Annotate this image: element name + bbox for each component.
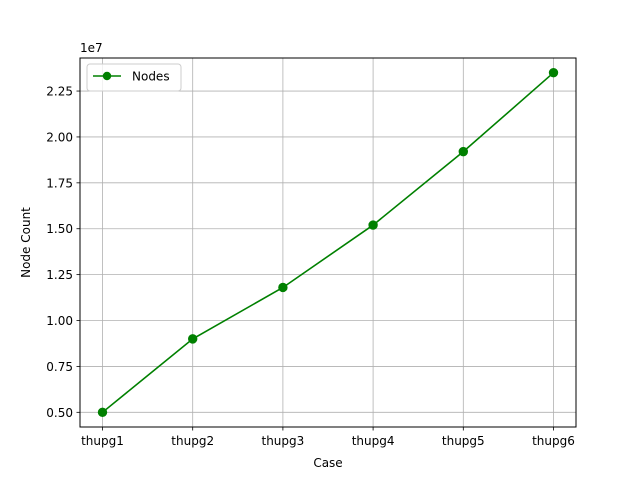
y-tick-label: 1.75 [46, 176, 73, 190]
y-offset-label: 1e7 [80, 41, 103, 55]
data-point [548, 67, 559, 78]
plot-frame [79, 57, 577, 428]
data-point [368, 220, 378, 230]
y-tick-label: 0.50 [46, 406, 73, 420]
x-axis-label: Case [313, 456, 342, 470]
grid-lines [80, 58, 576, 427]
y-tick-label: 2.25 [46, 85, 73, 99]
legend-label-nodes: Nodes [132, 70, 170, 84]
legend-marker-swatch [102, 71, 112, 81]
legend-box [86, 63, 182, 92]
x-tick-label: thupg6 [532, 434, 575, 448]
x-tick-label: thupg5 [442, 434, 485, 448]
legend: Nodes [86, 63, 182, 92]
y-axis-label: Node Count [19, 207, 33, 278]
y-axis-ticks: 0.50 0.75 1.00 1.25 1.50 1.75 2.00 2.25 [46, 85, 80, 420]
series-line-nodes [101, 72, 555, 413]
x-axis-ticks: thupg1 thupg2 thupg3 thupg4 thupg5 thupg6 [81, 427, 575, 448]
y-tick-label: 1.50 [46, 222, 73, 236]
y-tick-label: 0.75 [46, 360, 73, 374]
series-layer [97, 67, 559, 418]
x-tick-label: thupg2 [171, 434, 214, 448]
y-tick-label: 1.00 [46, 314, 73, 328]
y-tick-label: 2.00 [46, 130, 73, 144]
x-tick-label: thupg4 [352, 434, 395, 448]
data-point [278, 282, 288, 293]
data-point [458, 146, 468, 157]
y-tick-label: 1.25 [46, 268, 73, 282]
data-point [188, 334, 198, 344]
x-tick-label: thupg1 [81, 434, 124, 448]
data-point [97, 407, 108, 418]
x-tick-label: thupg3 [262, 434, 305, 448]
